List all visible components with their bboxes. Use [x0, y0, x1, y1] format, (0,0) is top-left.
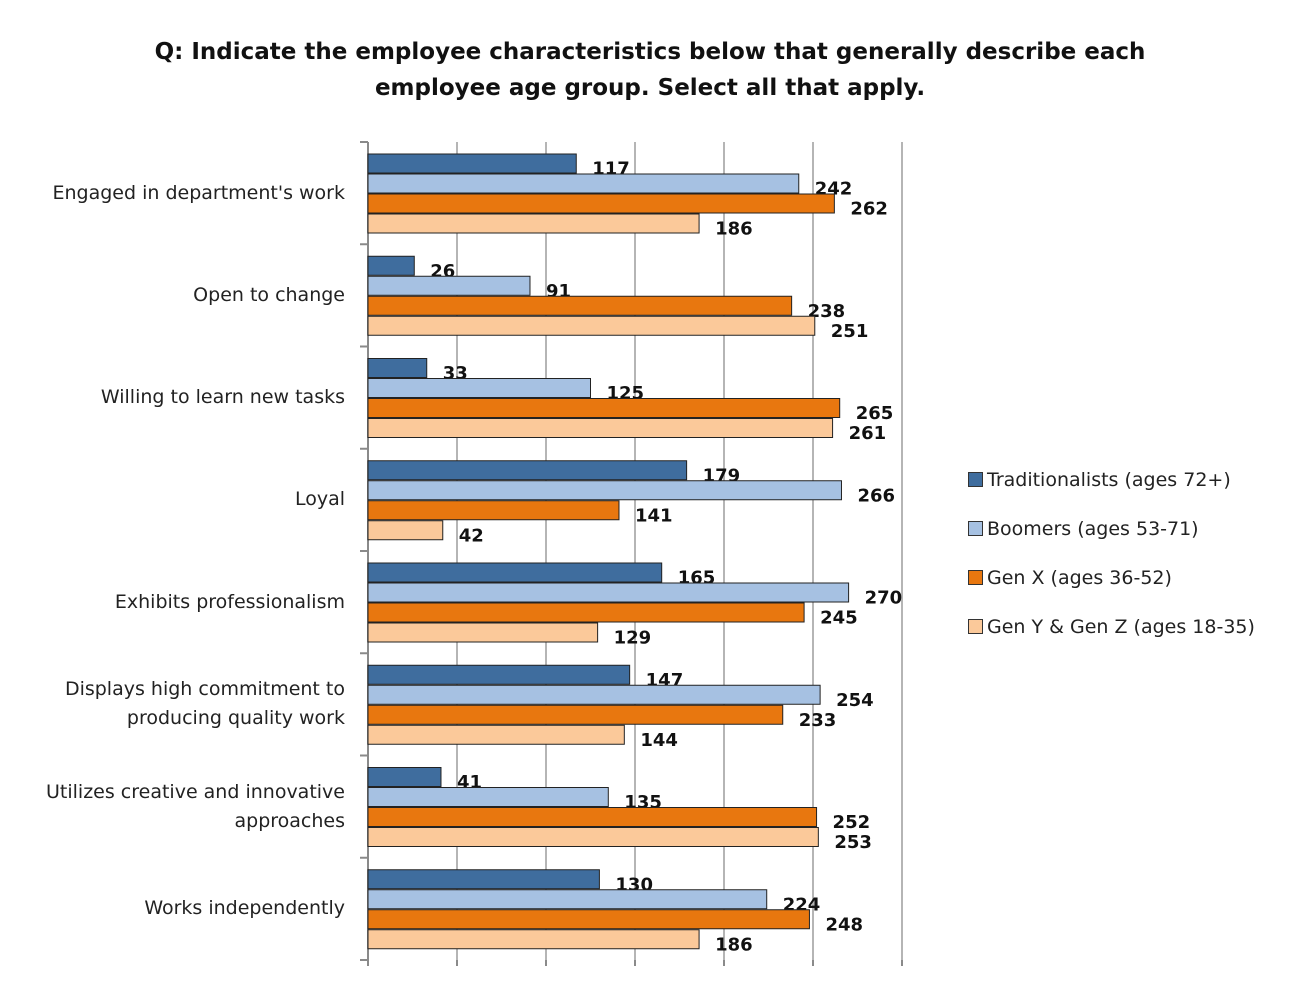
legend-label: Gen X (ages 36-52)	[987, 567, 1172, 589]
data-label: 261	[849, 423, 887, 444]
data-label: 141	[635, 505, 673, 526]
bar	[367, 807, 818, 827]
bar	[367, 787, 609, 807]
bar	[367, 500, 620, 521]
bar	[367, 255, 415, 276]
bar	[367, 869, 600, 890]
data-label: 265	[856, 403, 894, 424]
bar	[367, 460, 688, 481]
bar	[367, 193, 835, 214]
data-label: 253	[834, 832, 872, 853]
data-label: 262	[850, 199, 888, 220]
data-label: 252	[833, 812, 871, 833]
bar	[367, 275, 531, 296]
bar	[367, 827, 819, 847]
legend-label: Gen Y & Gen Z (ages 18-35)	[987, 616, 1255, 638]
category-label: Displays high commitment to producing qu…	[64, 678, 345, 730]
data-label: 248	[825, 914, 863, 935]
bar	[367, 398, 841, 418]
data-label: 254	[836, 690, 874, 711]
data-label: 144	[640, 730, 678, 751]
bar	[367, 520, 444, 541]
category-label: Willing to learn new tasks	[100, 386, 345, 409]
bar	[367, 767, 442, 787]
bar	[367, 622, 599, 643]
category-label: Works independently	[144, 897, 345, 920]
category-label: Utilizes creative and innovative approac…	[46, 780, 345, 832]
bar	[367, 889, 768, 910]
bar	[367, 173, 800, 194]
data-label: 42	[459, 525, 484, 546]
bar	[367, 664, 631, 685]
data-label: 251	[831, 321, 869, 342]
category-label: Loyal	[294, 488, 345, 511]
bar	[367, 295, 793, 316]
legend-swatch	[968, 619, 983, 634]
legend: Traditionalists (ages 72+) Boomers (ages …	[968, 466, 1255, 662]
data-label: 238	[808, 301, 846, 322]
bar	[367, 582, 850, 603]
bar	[367, 562, 663, 583]
legend-label: Traditionalists (ages 72+)	[987, 469, 1231, 491]
bar	[367, 153, 577, 174]
bar	[367, 684, 821, 705]
bar	[367, 704, 784, 725]
category-label: Open to change	[193, 283, 345, 306]
bar	[367, 358, 428, 378]
bar	[367, 213, 700, 234]
data-label: 186	[715, 934, 753, 955]
data-label: 245	[820, 608, 858, 629]
legend-item: Traditionalists (ages 72+)	[968, 466, 1255, 515]
bar	[367, 602, 805, 623]
legend-label: Boomers (ages 53-71)	[987, 518, 1199, 540]
data-label: 129	[614, 628, 652, 649]
data-label: 270	[865, 588, 903, 609]
category-label: Exhibits professionalism	[114, 590, 345, 613]
bar	[367, 909, 810, 930]
bar	[367, 418, 834, 438]
data-label: 186	[715, 219, 753, 240]
legend-item: Boomers (ages 53-71)	[968, 515, 1255, 564]
data-label: 233	[799, 710, 837, 731]
legend-item: Gen Y & Gen Z (ages 18-35)	[968, 613, 1255, 662]
legend-swatch	[968, 472, 983, 487]
bar	[367, 315, 816, 336]
chart-title: Q: Indicate the employee characteristics…	[154, 39, 1146, 101]
legend-item: Gen X (ages 36-52)	[968, 564, 1255, 613]
category-label: Engaged in department's work	[52, 181, 345, 204]
data-label: 266	[857, 485, 895, 506]
legend-swatch	[968, 521, 983, 536]
bar	[367, 378, 591, 398]
bar	[367, 480, 842, 501]
bar	[367, 724, 625, 745]
bar	[367, 929, 700, 950]
legend-swatch	[968, 570, 983, 585]
